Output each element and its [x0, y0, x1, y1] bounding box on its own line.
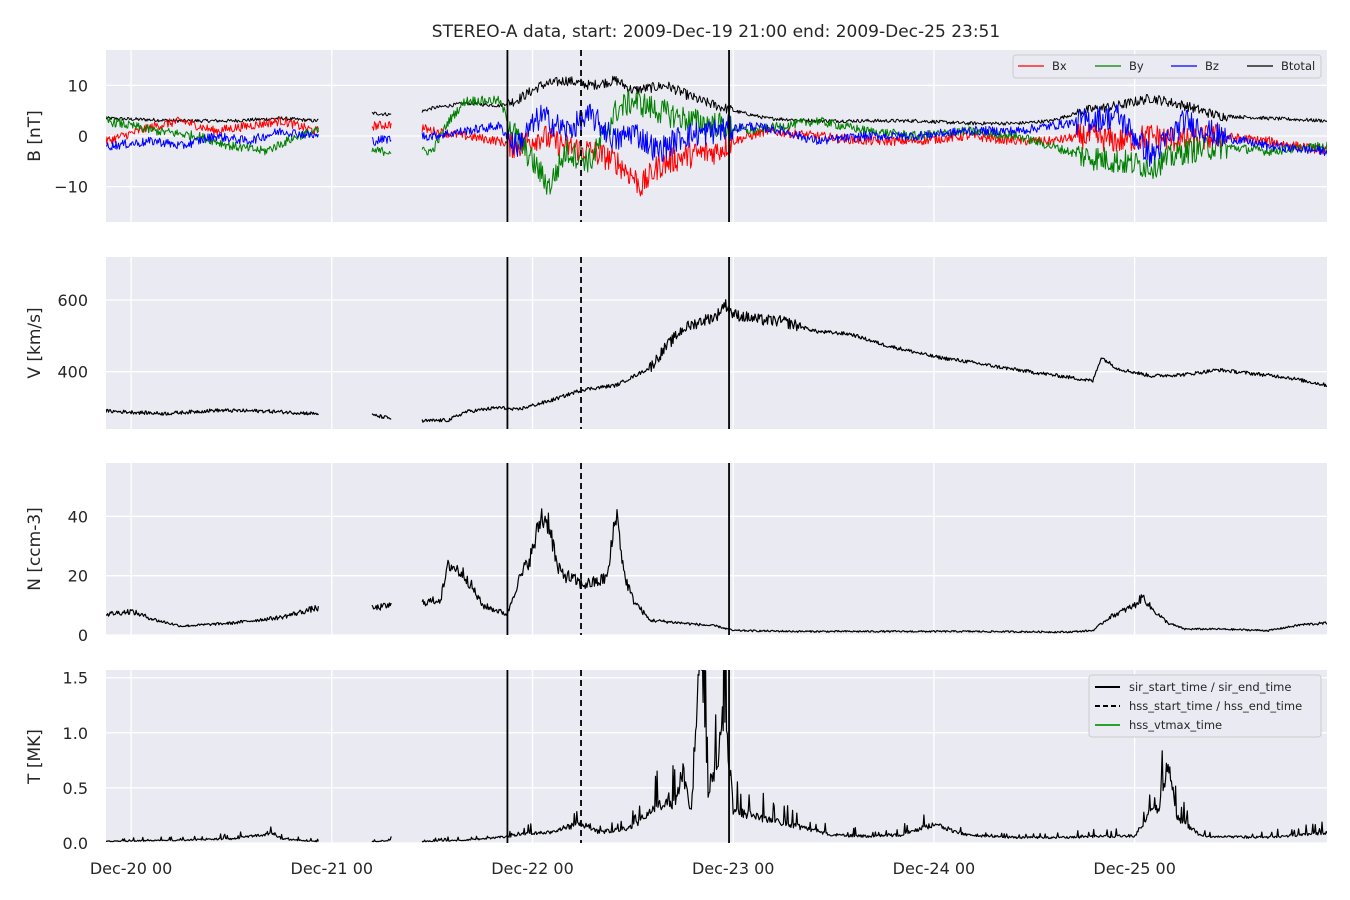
series-line-bz: [106, 103, 1327, 167]
legend-label-bx: Bx: [1052, 59, 1067, 73]
legend-box: [1012, 54, 1322, 79]
legend-b: Bx By Bz Btotal: [1012, 54, 1322, 79]
y-tick-label: 1.5: [63, 669, 88, 688]
y-tick-label: −10: [54, 178, 88, 197]
y-tick-label: 600: [57, 291, 88, 310]
y-axis-label: V [km/s]: [25, 307, 45, 378]
legend-label-bz: Bz: [1205, 59, 1219, 73]
x-tick-label: Dec-21 00: [291, 859, 374, 878]
y-axis-label: T [MK]: [25, 729, 45, 785]
panel-3: 0 20 40 N [ccm-3]: [25, 463, 1327, 645]
y-tick-label: 0.0: [63, 834, 88, 853]
panel-4: 0.0 0.5 1.0 1.5 T [MK] sir_start_time / sir_e…: [25, 669, 1327, 853]
series-line-t: [106, 670, 1327, 843]
series-line-bx: [106, 116, 1327, 197]
panel-2: 400 600 V [km/s]: [25, 257, 1327, 429]
y-tick-label: 0: [78, 127, 88, 146]
legend-label-3: hss_vtmax_time: [1129, 718, 1222, 732]
plot-background: [106, 463, 1327, 635]
y-tick-label: 1.0: [63, 724, 88, 743]
x-tick-label: Dec-22 00: [491, 859, 574, 878]
y-axis-label: B [nT]: [25, 110, 45, 162]
plot-background: [106, 257, 1327, 429]
series-line-v: [106, 299, 1327, 423]
legend-label-2: hss_start_time / hss_end_time: [1129, 699, 1302, 713]
figure-title: STEREO-A data, start: 2009-Dec-19 21:00 …: [432, 22, 1000, 42]
x-tick-label: Dec-20 00: [90, 859, 173, 878]
y-tick-label: 0: [78, 626, 88, 645]
series-line-n: [106, 508, 1327, 634]
legend-label-1: sir_start_time / sir_end_time: [1129, 680, 1291, 694]
x-tick-label: Dec-24 00: [893, 859, 976, 878]
panel-1: −10 0 10 B [nT] Bx By Bz Btotal: [25, 50, 1327, 222]
y-tick-label: 0.5: [63, 779, 88, 798]
y-axis-label: N [ccm-3]: [25, 507, 45, 591]
y-tick-label: 20: [68, 567, 88, 586]
legend-label-btotal: Btotal: [1281, 59, 1315, 73]
y-tick-label: 400: [57, 363, 88, 382]
y-tick-label: 10: [68, 76, 88, 95]
legend-events: sir_start_time / sir_end_time hss_start_t…: [1088, 674, 1322, 738]
y-tick-label: 40: [68, 507, 88, 526]
series-line-btotal: [106, 75, 1327, 126]
x-tick-label: Dec-25 00: [1093, 859, 1176, 878]
legend-label-by: By: [1129, 59, 1144, 73]
legend-box: [1088, 674, 1322, 738]
x-tick-label: Dec-23 00: [692, 859, 775, 878]
